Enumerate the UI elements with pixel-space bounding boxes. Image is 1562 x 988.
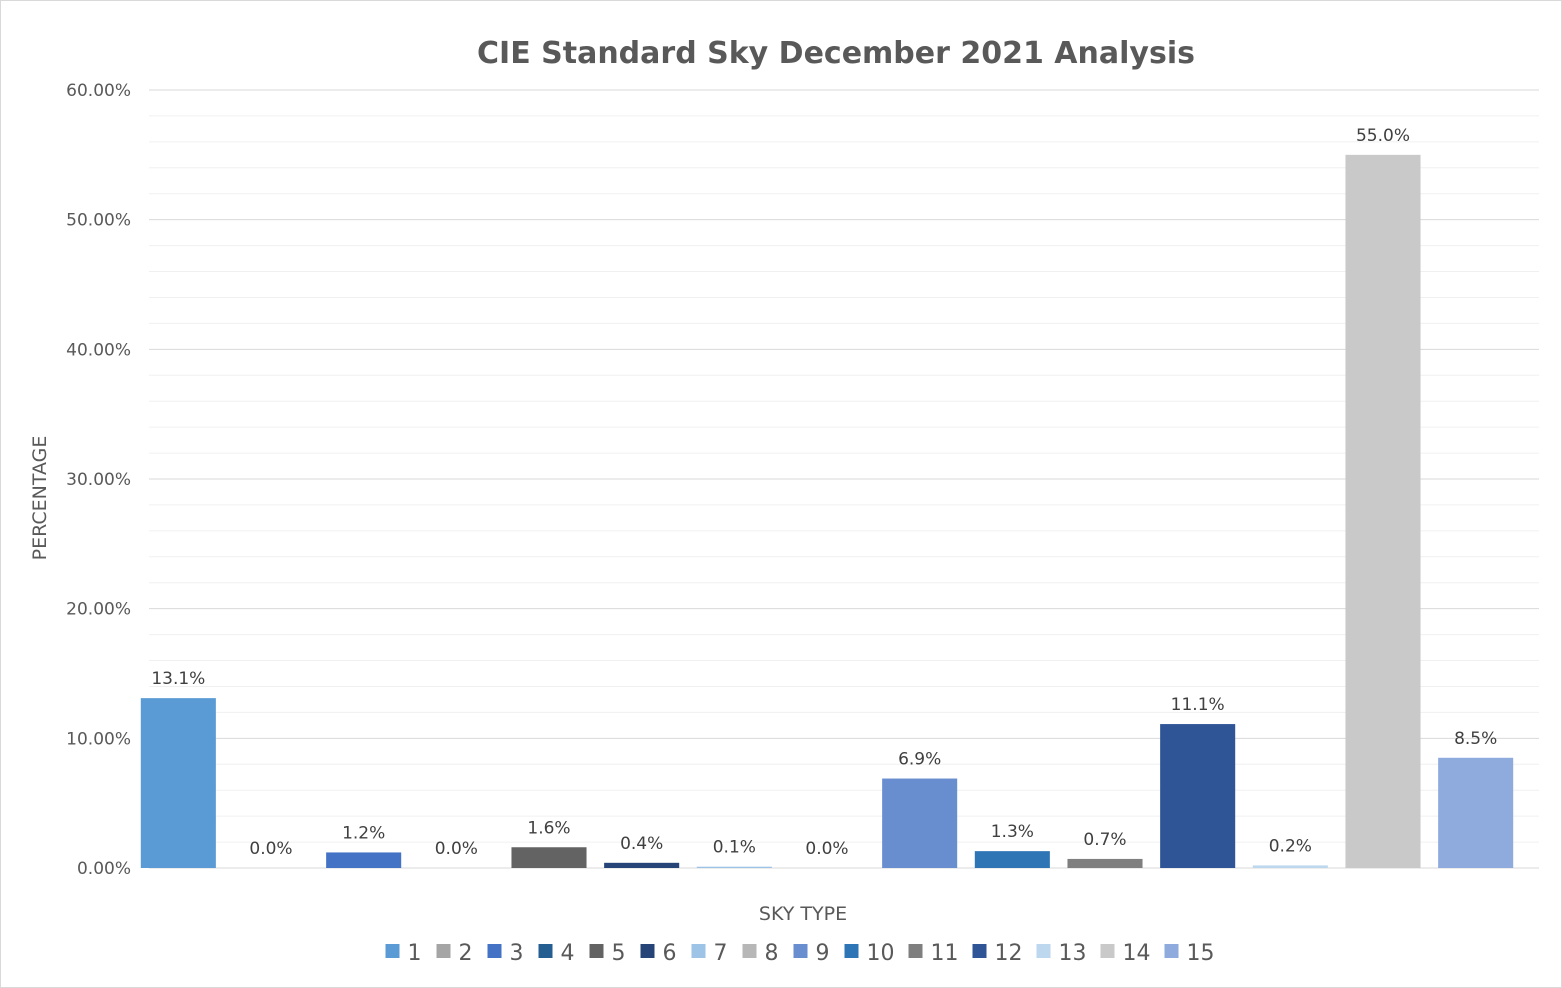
data-labels: 13.1% 0.0% 1.2% 0.0% 1.6% 0.4% 0.1% 0.0% 6.9% 1.3… [151, 126, 1497, 859]
y-tick-label: 50.00% [66, 211, 131, 231]
legend-label-3: 3 [510, 941, 524, 966]
legend-label-8: 8 [765, 941, 779, 966]
legend-swatch-14 [1100, 944, 1115, 958]
legend-label-11: 11 [931, 941, 959, 966]
data-label-sky-type-1: 13.1% [151, 669, 205, 689]
bar-sky-type-6 [604, 862, 680, 868]
data-label-sky-type-3: 1.2% [342, 823, 385, 843]
bar-sky-type-11 [1067, 858, 1143, 868]
legend-label-1: 1 [408, 941, 422, 966]
data-label-sky-type-6: 0.4% [620, 834, 663, 854]
y-tick-label: 20.00% [66, 600, 131, 620]
bar-sky-type-7 [696, 866, 772, 868]
legend-swatch-10 [844, 944, 859, 958]
legend-label-4: 4 [561, 941, 575, 966]
y-tick-label: 30.00% [66, 470, 131, 490]
legend-swatch-4 [538, 944, 553, 958]
data-label-sky-type-11: 0.7% [1083, 830, 1126, 850]
x-axis-title: SKY TYPE [759, 903, 847, 925]
legend-swatch-5 [589, 944, 604, 958]
legend-label-12: 12 [995, 941, 1023, 966]
data-label-sky-type-14: 55.0% [1356, 126, 1410, 146]
legend-swatch-11 [908, 944, 923, 958]
data-label-sky-type-8: 0.0% [805, 839, 848, 859]
legend-label-15: 15 [1187, 941, 1215, 966]
legend-swatch-12 [972, 944, 987, 958]
legend-swatch-8 [742, 944, 757, 958]
legend-label-10: 10 [867, 941, 895, 966]
data-label-sky-type-4: 0.0% [435, 839, 478, 859]
y-tick-label: 40.00% [66, 340, 131, 360]
legend-label-9: 9 [816, 941, 830, 966]
legend-swatch-13 [1036, 944, 1051, 958]
data-label-sky-type-13: 0.2% [1269, 836, 1312, 856]
data-label-sky-type-9: 6.9% [898, 750, 941, 770]
bar-sky-type-5 [511, 847, 587, 868]
data-label-sky-type-15: 8.5% [1454, 729, 1497, 749]
legend-swatch-3 [487, 944, 502, 958]
legend-label-13: 13 [1059, 941, 1087, 966]
legend-label-7: 7 [714, 941, 728, 966]
legend-swatch-15 [1164, 944, 1179, 958]
data-label-sky-type-2: 0.0% [249, 839, 292, 859]
legend-label-6: 6 [663, 941, 677, 966]
bar-sky-type-9 [882, 778, 958, 868]
legend-swatch-1 [385, 944, 400, 958]
y-axis-title: PERCENTAGE [29, 436, 51, 561]
bars [140, 154, 1514, 869]
legend-swatch-7 [691, 944, 706, 958]
y-tick-label: 0.00% [77, 859, 131, 879]
y-tick-label: 60.00% [66, 81, 131, 101]
bar-sky-type-10 [974, 851, 1050, 868]
bar-sky-type-15 [1438, 757, 1514, 868]
legend-label-2: 2 [459, 941, 473, 966]
data-label-sky-type-12: 11.1% [1171, 695, 1225, 715]
y-tick-label: 10.00% [66, 729, 131, 749]
bar-sky-type-14 [1345, 154, 1421, 869]
bar-sky-type-13 [1252, 865, 1328, 868]
data-label-sky-type-7: 0.1% [713, 838, 756, 858]
legend-swatch-6 [640, 944, 655, 958]
data-label-sky-type-10: 1.3% [991, 822, 1034, 842]
legend-label-5: 5 [612, 941, 626, 966]
data-label-sky-type-5: 1.6% [527, 818, 570, 838]
legend-swatch-2 [436, 944, 451, 958]
bar-sky-type-12 [1160, 724, 1236, 868]
bar-sky-type-3 [326, 852, 402, 868]
gridlines [149, 89, 1539, 843]
legend-label-14: 14 [1123, 941, 1151, 966]
legend-swatch-9 [793, 944, 808, 958]
bar-sky-type-1 [140, 698, 216, 868]
y-axis-tick-labels: 0.00% 10.00% 20.00% 30.00% 40.00% 50.00% 60.00… [66, 81, 131, 879]
legend: 1 2 3 4 5 6 7 8 9 10 11 12 13 14 15 [385, 941, 1215, 966]
chart-title: CIE Standard Sky December 2021 Analysis [477, 36, 1195, 71]
